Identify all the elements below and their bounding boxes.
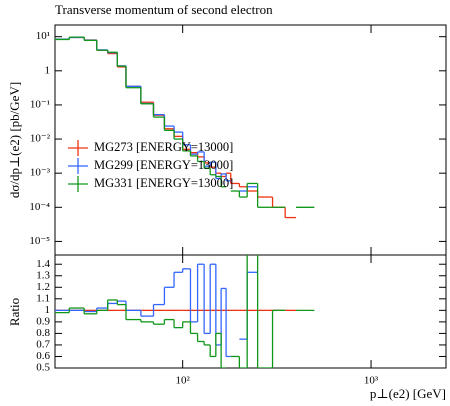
y-tick-label: 10⁻⁴ (29, 201, 50, 213)
legend-label: MG331 [ENERGY=13000] (94, 176, 233, 190)
x-tick-label: 10² (176, 375, 191, 387)
legend-label: MG299 [ENERGY=13000] (94, 158, 233, 172)
y-tick-label: 0.9 (36, 315, 50, 327)
y-tick-label: 0.6 (36, 350, 50, 362)
y-tick-label: 1 (45, 304, 51, 316)
legend-label: MG273 [ENERGY=13000] (94, 140, 233, 154)
ratio-axis-label: Ratio (7, 298, 22, 326)
y-tick-label: 10⁻³ (30, 167, 51, 179)
x-tick-label: 10³ (364, 375, 379, 387)
y-tick-label: 10¹ (36, 30, 50, 42)
y-tick-label: 1.3 (36, 269, 50, 281)
y-axis-label: dσ/dp⊥(e2) [pb/GeV] (7, 82, 22, 198)
y-tick-label: 10⁻¹ (30, 98, 50, 110)
y-tick-label: 10⁻² (30, 133, 51, 145)
y-tick-label: 0.5 (36, 362, 50, 374)
x-axis-label: p⊥(e2) [GeV] (370, 386, 446, 401)
y-tick-label: 1.2 (36, 281, 50, 293)
y-tick-label: 10⁻⁵ (29, 235, 50, 247)
plot-area (55, 255, 315, 368)
y-tick-label: 0.8 (36, 327, 50, 339)
y-tick-label: 1 (45, 64, 51, 76)
y-tick-label: 0.7 (36, 338, 50, 350)
y-tick-label: 1.4 (36, 258, 50, 270)
ratio-frame (54, 254, 447, 369)
y-tick-label: 1.1 (36, 292, 50, 304)
plot-area (55, 36, 315, 219)
chart-title: Transverse momentum of second electron (55, 2, 273, 17)
